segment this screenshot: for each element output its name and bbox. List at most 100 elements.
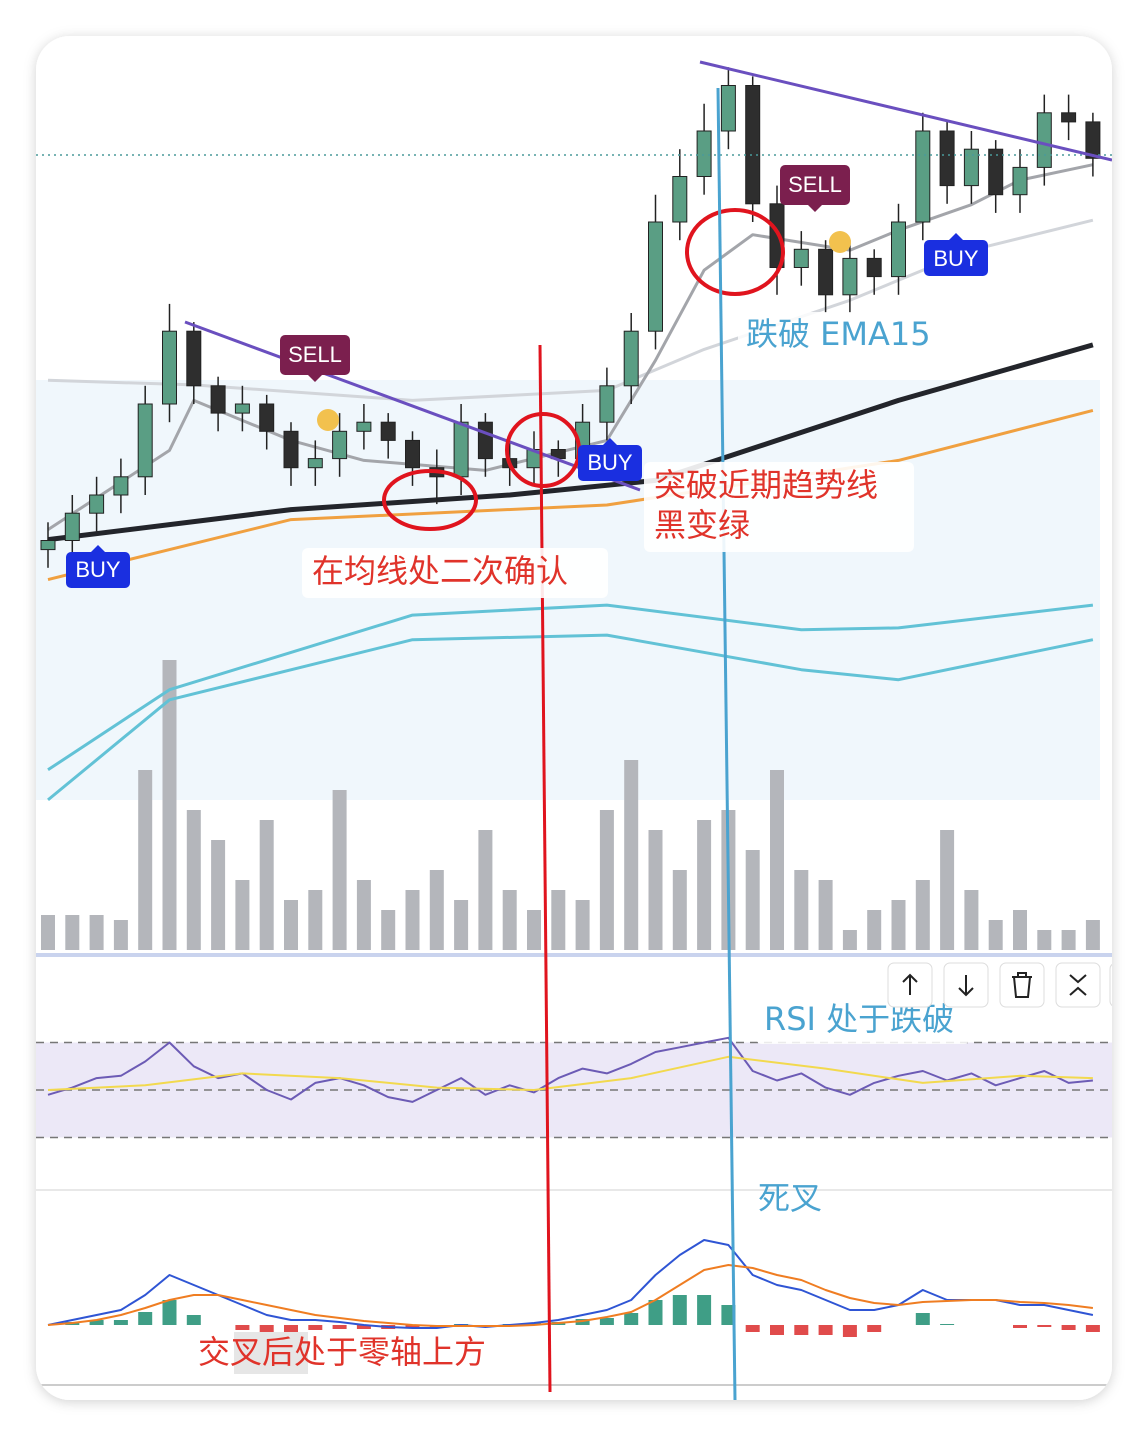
candle-body: [793, 248, 809, 269]
histogram-bar: [308, 1325, 323, 1330]
candle-body: [210, 385, 226, 414]
sell-tag: [780, 165, 850, 205]
volume-bar: [308, 890, 323, 950]
volume-bar: [988, 920, 1003, 950]
buy-tag: [924, 240, 988, 276]
annotation: 黑变绿: [654, 506, 750, 544]
volume-bar: [405, 890, 420, 950]
histogram-bar: [1013, 1325, 1027, 1328]
histogram-bar: [867, 1325, 882, 1332]
candle-body: [113, 476, 129, 496]
volume-bar: [162, 660, 177, 950]
candle-body: [1012, 166, 1028, 196]
histogram-bar: [162, 1300, 177, 1325]
candle-body: [1061, 112, 1077, 123]
candle-body: [137, 403, 153, 478]
candle-body: [356, 421, 372, 432]
candle-body: [842, 257, 858, 296]
candle-body: [818, 248, 834, 296]
volume-bar: [551, 890, 566, 950]
histogram-bar: [1061, 1325, 1076, 1330]
volume-bar: [1037, 930, 1052, 950]
pane-toolbar: [887, 962, 1130, 1008]
candle-body: [307, 458, 323, 469]
volume-bar: [284, 900, 298, 950]
note-box: [644, 462, 914, 552]
volume-bar: [186, 810, 201, 950]
histogram-bar: [89, 1320, 104, 1325]
histogram-bar: [1037, 1325, 1052, 1327]
histogram-bar: [332, 1325, 347, 1329]
tag-pointer: [603, 438, 617, 445]
candle-body: [939, 130, 955, 187]
candle-body: [453, 421, 469, 478]
volume-bar: [356, 880, 371, 950]
candle-body: [672, 176, 688, 223]
histogram-bar: [672, 1295, 687, 1325]
candle-body: [988, 148, 1004, 196]
candle-body: [915, 130, 931, 223]
rsi-line: [47, 1036, 1093, 1103]
indicator-line: [47, 163, 1094, 531]
volume-bar: [235, 880, 250, 950]
candle-body: [891, 221, 906, 278]
buy-label: BUY: [75, 557, 121, 582]
volume-bar: [527, 910, 541, 950]
histogram-bar: [624, 1313, 639, 1325]
signal-dot: [829, 231, 851, 253]
histogram-bar: [697, 1295, 712, 1325]
candle-body: [186, 330, 202, 387]
histogram-bar: [356, 1325, 371, 1329]
volume-bar: [794, 870, 809, 950]
indicator-line: [47, 603, 1094, 772]
histogram-bar: [113, 1320, 128, 1325]
volume-bar: [381, 910, 396, 950]
candle-body: [40, 540, 56, 551]
buy-tag: [66, 552, 130, 588]
collapse-button[interactable]: [1055, 962, 1101, 1008]
histogram-bar: [1085, 1325, 1100, 1332]
delete-button[interactable]: [999, 962, 1045, 1008]
volume-bar: [891, 900, 906, 950]
volume-bar: [599, 810, 614, 950]
candle-body: [380, 421, 396, 441]
histogram-bar: [235, 1325, 250, 1330]
volume-bar: [964, 890, 979, 950]
histogram-bar: [648, 1300, 663, 1325]
volume-bar: [332, 790, 347, 950]
histogram-bar: [940, 1324, 955, 1325]
candle-body: [332, 430, 348, 460]
sell-tag: [280, 335, 350, 375]
candle-body: [1085, 121, 1101, 159]
candle-body: [283, 430, 299, 469]
volume-bar: [502, 890, 517, 950]
candle-body: [696, 130, 712, 177]
histogram-bar: [405, 1325, 420, 1328]
tag-pointer: [949, 233, 963, 240]
histogram-bar: [138, 1312, 153, 1325]
buy-label: BUY: [587, 450, 633, 475]
volume-bar: [624, 760, 639, 950]
overlay: SELL SELL BUY BUY BUY 跌破 EMA15 突破近期趋势线 黑…: [36, 60, 1130, 1400]
histogram-bar: [794, 1325, 809, 1335]
volume-bar: [138, 770, 153, 950]
annotation: 交叉后处于零轴上方: [198, 1333, 486, 1371]
marker-line: [538, 344, 552, 1393]
volume-bar: [915, 880, 930, 950]
more-button[interactable]: [1109, 962, 1130, 1008]
volume-bar: [113, 920, 128, 950]
histogram-bar: [842, 1325, 857, 1337]
candle-body: [599, 385, 615, 423]
histogram-bar: [745, 1325, 760, 1332]
candle-body: [162, 330, 177, 405]
indicator-line: [47, 408, 1094, 582]
volume-bar: [454, 900, 469, 950]
histogram-bar: [284, 1325, 298, 1335]
rsi-line: [47, 1055, 1093, 1091]
volume-bar: [1061, 930, 1076, 950]
volume-bar: [211, 840, 226, 950]
volume-bar: [429, 870, 444, 950]
histogram-bar: [818, 1325, 833, 1335]
buy-tag: [578, 445, 642, 481]
volume-bar: [770, 770, 784, 950]
